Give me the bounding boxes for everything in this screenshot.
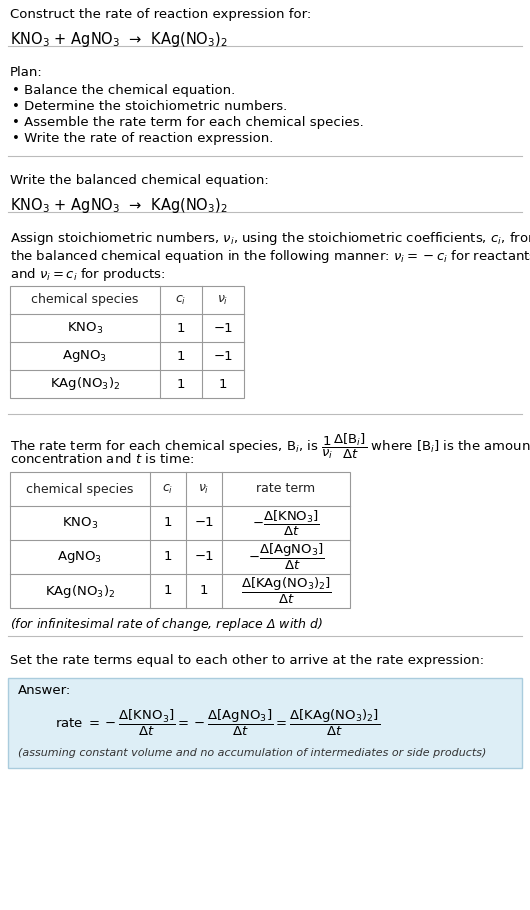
Bar bbox=[10, 472, 350, 608]
Text: • Assemble the rate term for each chemical species.: • Assemble the rate term for each chemic… bbox=[12, 116, 364, 129]
Text: AgNO$_3$: AgNO$_3$ bbox=[63, 348, 108, 364]
Text: 1: 1 bbox=[176, 349, 186, 362]
Text: and $\nu_i = c_i$ for products:: and $\nu_i = c_i$ for products: bbox=[10, 266, 165, 283]
Text: $\dfrac{\Delta[\mathrm{KAg(NO_3)_2}]}{\Delta t}$: $\dfrac{\Delta[\mathrm{KAg(NO_3)_2}]}{\D… bbox=[241, 576, 331, 606]
Text: $-\dfrac{\Delta[\mathrm{KNO_3}]}{\Delta t}$: $-\dfrac{\Delta[\mathrm{KNO_3}]}{\Delta … bbox=[252, 509, 320, 538]
Text: 1: 1 bbox=[176, 321, 186, 335]
Text: chemical species: chemical species bbox=[26, 482, 134, 496]
Text: • Balance the chemical equation.: • Balance the chemical equation. bbox=[12, 84, 235, 97]
Bar bbox=[10, 286, 244, 398]
Text: The rate term for each chemical species, B$_i$, is $\dfrac{1}{\nu_i}\dfrac{\Delt: The rate term for each chemical species,… bbox=[10, 432, 530, 461]
Text: rate term: rate term bbox=[257, 482, 315, 496]
Text: KNO$_3$ + AgNO$_3$  →  KAg(NO$_3$)$_2$: KNO$_3$ + AgNO$_3$ → KAg(NO$_3$)$_2$ bbox=[10, 30, 228, 49]
Text: Write the balanced chemical equation:: Write the balanced chemical equation: bbox=[10, 174, 269, 187]
Text: Plan:: Plan: bbox=[10, 66, 43, 79]
Text: KNO$_3$: KNO$_3$ bbox=[67, 320, 103, 336]
Text: AgNO$_3$: AgNO$_3$ bbox=[57, 549, 102, 565]
Text: KAg(NO$_3$)$_2$: KAg(NO$_3$)$_2$ bbox=[45, 582, 115, 600]
Text: 1: 1 bbox=[164, 551, 172, 563]
Text: KNO$_3$ + AgNO$_3$  →  KAg(NO$_3$)$_2$: KNO$_3$ + AgNO$_3$ → KAg(NO$_3$)$_2$ bbox=[10, 196, 228, 215]
Text: 1: 1 bbox=[200, 584, 208, 598]
Text: rate $= -\dfrac{\Delta[\mathrm{KNO_3}]}{\Delta t} = -\dfrac{\Delta[\mathrm{AgNO_: rate $= -\dfrac{\Delta[\mathrm{KNO_3}]}{… bbox=[55, 708, 380, 738]
Text: $c_i$: $c_i$ bbox=[175, 293, 187, 307]
Text: (assuming constant volume and no accumulation of intermediates or side products): (assuming constant volume and no accumul… bbox=[18, 748, 487, 758]
Text: −1: −1 bbox=[213, 321, 233, 335]
Text: the balanced chemical equation in the following manner: $\nu_i = -c_i$ for react: the balanced chemical equation in the fo… bbox=[10, 248, 530, 265]
Text: −1: −1 bbox=[194, 551, 214, 563]
Text: $\nu_i$: $\nu_i$ bbox=[198, 482, 210, 496]
Text: concentration and $t$ is time:: concentration and $t$ is time: bbox=[10, 452, 194, 466]
Text: −1: −1 bbox=[194, 517, 214, 530]
Text: $c_i$: $c_i$ bbox=[162, 482, 174, 496]
Text: $\nu_i$: $\nu_i$ bbox=[217, 293, 228, 307]
Text: 1: 1 bbox=[164, 517, 172, 530]
Text: −1: −1 bbox=[213, 349, 233, 362]
Text: $-\dfrac{\Delta[\mathrm{AgNO_3}]}{\Delta t}$: $-\dfrac{\Delta[\mathrm{AgNO_3}]}{\Delta… bbox=[248, 542, 324, 572]
Text: KAg(NO$_3$)$_2$: KAg(NO$_3$)$_2$ bbox=[50, 376, 120, 392]
Text: Construct the rate of reaction expression for:: Construct the rate of reaction expressio… bbox=[10, 8, 311, 21]
Text: chemical species: chemical species bbox=[31, 294, 139, 307]
Text: Answer:: Answer: bbox=[18, 684, 71, 697]
Text: • Write the rate of reaction expression.: • Write the rate of reaction expression. bbox=[12, 132, 273, 145]
Text: (for infinitesimal rate of change, replace Δ with $d$): (for infinitesimal rate of change, repla… bbox=[10, 616, 323, 633]
Text: 1: 1 bbox=[219, 378, 227, 390]
FancyBboxPatch shape bbox=[8, 678, 522, 768]
Text: Set the rate terms equal to each other to arrive at the rate expression:: Set the rate terms equal to each other t… bbox=[10, 654, 484, 667]
Text: • Determine the stoichiometric numbers.: • Determine the stoichiometric numbers. bbox=[12, 100, 287, 113]
Text: Assign stoichiometric numbers, $\nu_i$, using the stoichiometric coefficients, $: Assign stoichiometric numbers, $\nu_i$, … bbox=[10, 230, 530, 247]
Text: KNO$_3$: KNO$_3$ bbox=[62, 515, 98, 531]
Text: 1: 1 bbox=[176, 378, 186, 390]
Text: 1: 1 bbox=[164, 584, 172, 598]
